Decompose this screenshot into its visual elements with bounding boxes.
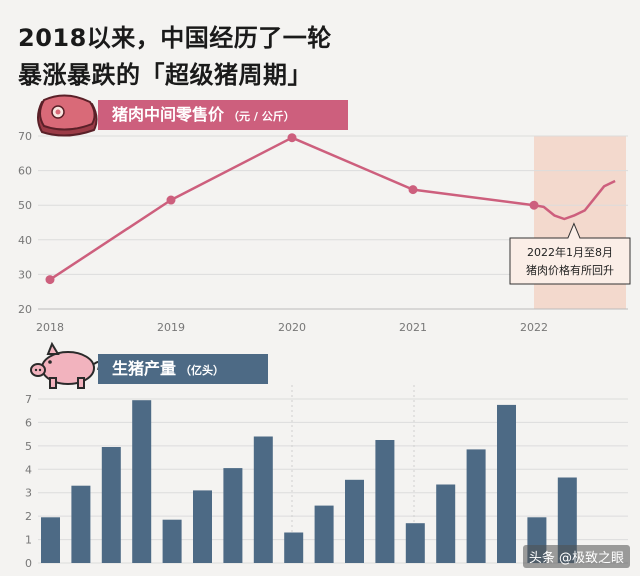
price-point	[166, 195, 176, 205]
production-bar	[193, 490, 212, 563]
production-bar	[132, 400, 152, 563]
price-y-axis: 20 30 40 50 60 70	[18, 130, 32, 316]
production-bars	[41, 400, 577, 563]
price-chart-title: 猪肉中间零售价 （元 / 公斤）	[98, 100, 348, 130]
price-y-tick: 50	[18, 199, 32, 212]
production-bar	[466, 449, 486, 563]
main-title-line-1: 2018以来，中国经历了一轮	[18, 24, 332, 52]
price-point	[45, 275, 55, 285]
price-annotation: 2022年1月至8月 猪肉价格有所回升	[509, 222, 631, 285]
pig-icon	[30, 341, 101, 389]
annotation-line-1: 2022年1月至8月	[527, 245, 613, 259]
price-x-tick: 2018	[36, 321, 64, 334]
meat-steak-icon	[37, 94, 98, 137]
price-markers	[45, 133, 539, 285]
price-point	[529, 200, 539, 210]
production-bar-chart: 0 1 2 3 4 5 6 7	[25, 385, 628, 570]
production-y-tick: 3	[25, 487, 32, 500]
production-chart-title-text: 生猪产量	[112, 359, 177, 378]
production-y-tick: 6	[25, 416, 32, 429]
price-point	[408, 185, 418, 195]
price-x-tick: 2019	[157, 321, 185, 334]
production-bar	[405, 523, 425, 563]
price-y-tick: 30	[18, 268, 32, 281]
production-bar	[162, 519, 182, 563]
price-y-tick: 60	[18, 165, 32, 178]
production-chart-unit: （亿头）	[180, 364, 225, 377]
production-bar	[253, 436, 273, 563]
production-bar	[436, 484, 456, 563]
annotation-callout	[509, 222, 631, 285]
production-bar	[284, 532, 304, 563]
production-bar	[314, 505, 334, 563]
main-title-line-2: 暴涨暴跌的「超级猪周期」	[18, 61, 312, 89]
annotation-line-2: 猪肉价格有所回升	[526, 263, 614, 277]
production-bar	[101, 447, 121, 563]
production-bar	[41, 517, 60, 563]
price-x-tick: 2021	[399, 321, 427, 334]
production-y-tick: 4	[25, 463, 32, 476]
production-bar	[375, 440, 395, 563]
price-y-tick: 40	[18, 234, 32, 247]
price-y-tick: 70	[18, 130, 32, 143]
production-bar	[223, 468, 243, 563]
production-bar	[345, 479, 364, 563]
price-x-axis: 2018 2019 2020 2021 2022	[36, 321, 548, 334]
production-bar	[497, 404, 516, 563]
watermark: 头条 @极致之眼	[522, 545, 630, 568]
production-y-tick: 1	[25, 534, 32, 547]
production-y-tick: 2	[25, 510, 32, 523]
price-x-tick: 2020	[278, 321, 306, 334]
price-y-tick: 20	[18, 303, 32, 316]
production-y-tick: 5	[25, 440, 32, 453]
production-y-axis: 0 1 2 3 4 5 6 7	[25, 393, 32, 570]
price-chart-unit: （元 / 公斤）	[228, 110, 295, 123]
price-chart-title-text: 猪肉中间零售价	[112, 105, 225, 124]
price-line-chart: 20 30 40 50 60 70 2018 2019 2020 2021 2022 2022年1…	[18, 130, 631, 334]
production-bar	[557, 477, 577, 563]
production-chart-title: 生猪产量 （亿头）	[98, 354, 268, 384]
price-point	[287, 133, 297, 143]
production-bar	[71, 485, 91, 563]
production-y-tick: 0	[25, 557, 32, 570]
production-y-tick: 7	[25, 393, 32, 406]
price-x-tick: 2022	[520, 321, 548, 334]
